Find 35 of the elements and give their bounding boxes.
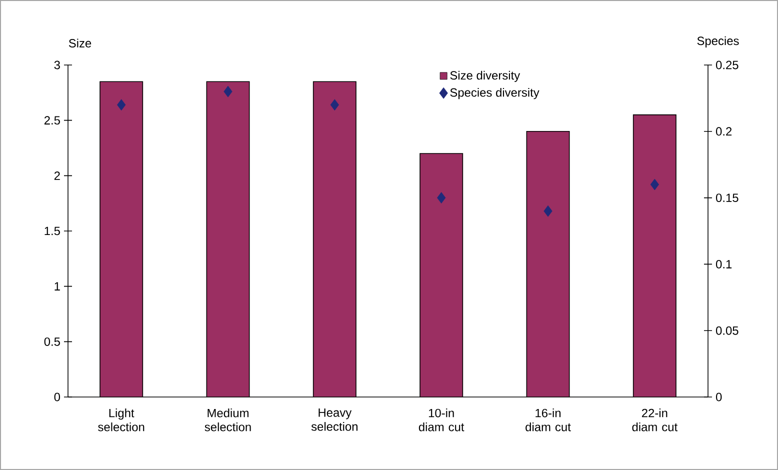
- point: [330, 99, 339, 111]
- legend-label: Size diversity: [450, 70, 520, 82]
- y2-axis-title: Species: [697, 36, 739, 48]
- y2-tick-label: 0: [716, 392, 722, 402]
- x-tick-label: 16-in diam cut: [526, 408, 571, 432]
- point: [224, 86, 232, 98]
- x-tick-label: 22-in diam cut: [632, 408, 678, 432]
- x-tick-label: Medium selection: [204, 408, 251, 432]
- y-tick-label: 1: [54, 282, 60, 290]
- y2-tick-label: 0.2: [716, 127, 732, 136]
- y2-tick-label: 0.15: [716, 194, 738, 202]
- legend-label: Species diversity: [450, 88, 540, 100]
- x-tick-label: Heavy selection: [311, 408, 358, 431]
- point: [117, 99, 126, 111]
- bar: [420, 154, 463, 397]
- bar: [100, 82, 143, 397]
- point: [544, 205, 552, 217]
- y2-tick-label: 0.25: [716, 60, 738, 70]
- y-tick-label: 1.5: [44, 226, 60, 236]
- y2-tick-label: 0.1: [716, 260, 732, 268]
- x-tick-label: 10-in diam cut: [418, 408, 464, 432]
- y-tick-label: 2: [54, 171, 60, 180]
- point: [437, 192, 446, 204]
- y-axis-title: Size: [68, 38, 92, 48]
- point: [650, 178, 659, 190]
- bar: [526, 131, 570, 397]
- bar: [206, 82, 250, 397]
- y-tick-label: 0: [54, 392, 60, 402]
- y-tick-label: 0.5: [44, 337, 60, 346]
- bar: [632, 114, 676, 397]
- x-tick-label: Light selection: [98, 408, 144, 432]
- y2-tick-label: 0.05: [716, 326, 738, 335]
- bar: [313, 82, 356, 397]
- y-tick-label: 3: [54, 60, 60, 70]
- y-tick-label: 2.5: [44, 116, 60, 125]
